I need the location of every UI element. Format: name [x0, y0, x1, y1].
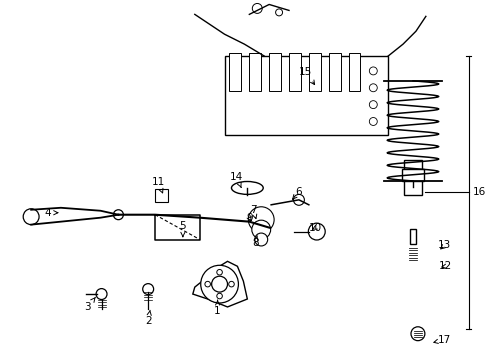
Bar [328, 53, 340, 91]
Text: 10: 10 [308, 222, 322, 233]
Circle shape [368, 101, 377, 109]
Bar [249, 53, 261, 91]
Circle shape [368, 67, 377, 75]
Text: 12: 12 [438, 261, 451, 271]
Circle shape [410, 327, 424, 341]
Bar [229, 53, 241, 91]
Circle shape [216, 293, 222, 299]
Bar [224, 56, 387, 135]
Bar [288, 53, 300, 91]
Bar [401, 169, 423, 181]
Text: 14: 14 [229, 172, 243, 188]
Text: 7: 7 [249, 205, 256, 219]
Circle shape [96, 289, 107, 300]
Circle shape [248, 207, 274, 233]
Polygon shape [192, 261, 247, 307]
Circle shape [200, 265, 238, 303]
Text: 1: 1 [214, 300, 221, 316]
Circle shape [368, 117, 377, 125]
Circle shape [308, 223, 325, 240]
Text: 16: 16 [471, 187, 485, 197]
Circle shape [228, 282, 234, 287]
Bar [408, 229, 416, 244]
Circle shape [204, 282, 210, 287]
Bar [155, 189, 168, 202]
Circle shape [113, 210, 123, 220]
Circle shape [254, 233, 267, 246]
Bar [308, 53, 320, 91]
Circle shape [23, 209, 39, 225]
Bar [403, 160, 421, 195]
Text: 17: 17 [433, 335, 450, 345]
Text: 11: 11 [151, 177, 164, 193]
Circle shape [251, 220, 270, 239]
Text: 3: 3 [84, 297, 95, 312]
Circle shape [293, 194, 304, 205]
Text: 8: 8 [251, 236, 258, 248]
Text: 9: 9 [245, 213, 252, 223]
Text: 6: 6 [292, 187, 302, 199]
Circle shape [252, 4, 262, 13]
Circle shape [368, 84, 377, 92]
Text: 13: 13 [437, 240, 450, 251]
Circle shape [142, 284, 153, 294]
Circle shape [216, 269, 222, 275]
Circle shape [275, 9, 282, 16]
Ellipse shape [231, 181, 263, 194]
Text: 15: 15 [299, 67, 314, 85]
Text: 4: 4 [44, 208, 58, 218]
Circle shape [211, 276, 227, 292]
Bar [348, 53, 360, 91]
Text: 5: 5 [179, 221, 186, 237]
Bar [268, 53, 281, 91]
Text: 2: 2 [144, 310, 151, 326]
